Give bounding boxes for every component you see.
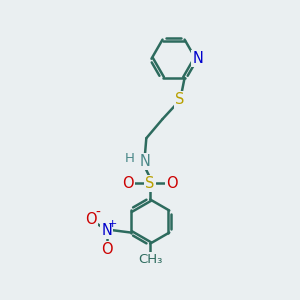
Text: S: S	[146, 176, 155, 191]
Text: N: N	[193, 51, 203, 66]
Text: CH₃: CH₃	[138, 253, 162, 266]
Text: S: S	[176, 92, 185, 107]
Text: N: N	[101, 223, 112, 238]
Text: O: O	[122, 176, 134, 191]
Text: N: N	[140, 154, 150, 169]
Text: O: O	[167, 176, 178, 191]
Text: O: O	[85, 212, 97, 226]
Text: -: -	[96, 206, 100, 220]
Text: +: +	[108, 219, 118, 229]
Text: H: H	[124, 152, 134, 165]
Text: O: O	[101, 242, 113, 257]
